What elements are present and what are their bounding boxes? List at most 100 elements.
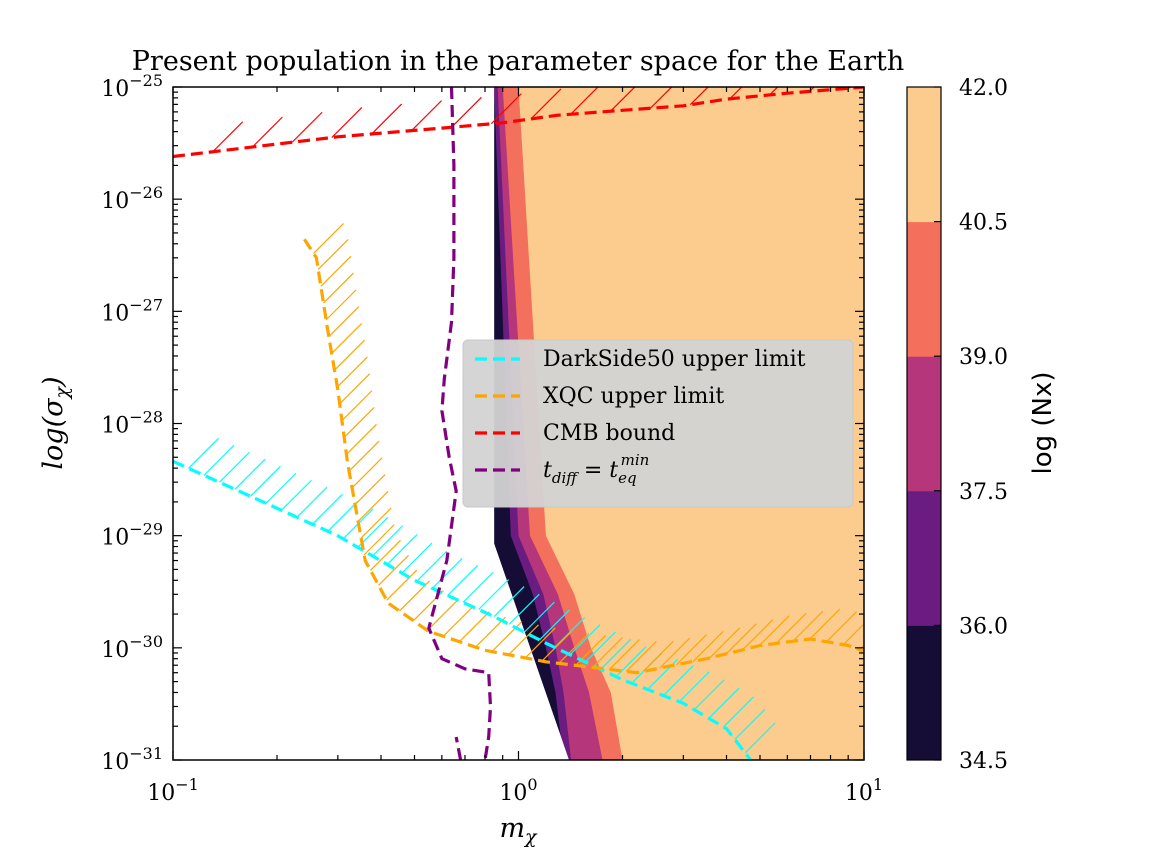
xqc-hatch (354, 474, 386, 505)
darkside-hatch (478, 579, 510, 610)
darkside-hatch (431, 557, 463, 589)
colorbar: 34.5 36.0 37.5 39.0 40.5 42.0 (906, 76, 1008, 774)
darkside-hatch (523, 601, 555, 633)
xqc-hatch (826, 611, 857, 643)
darkside-hatch (744, 722, 776, 754)
xqc-hatch (809, 608, 841, 640)
colorbar-segment (907, 625, 941, 761)
cmb-hatch (411, 100, 442, 132)
xqc-hatch (709, 627, 741, 659)
xqc-hatch (524, 627, 556, 659)
xqc-hatch (692, 630, 724, 662)
legend: DarkSide50 upper limit XQC upper limit CMB… (462, 339, 854, 508)
darkside-hatch (723, 696, 754, 728)
xqc-hatch (775, 612, 807, 644)
darkside-hatch (600, 638, 632, 670)
chart-title: Present population in the parameter spac… (132, 46, 904, 77)
xqc-hatch (323, 272, 354, 304)
darkside-hatch (386, 534, 418, 565)
colorbar-segment (907, 87, 941, 223)
legend-label: CMB bound (543, 421, 675, 446)
xqc-hatch (320, 255, 352, 287)
series-line-2 (173, 87, 864, 159)
darkside-hatch (327, 500, 359, 532)
x-tick-label: 101 (845, 775, 883, 806)
y-tick-label: 10−27 (101, 295, 163, 326)
xqc-hatch (758, 615, 790, 647)
cmb-hatch (212, 121, 244, 153)
darkside-hatch (662, 665, 694, 697)
xqc-hatch (842, 623, 864, 646)
darkside-hatch (188, 437, 219, 469)
empty-region (173, 87, 569, 760)
darkside-hatch (508, 593, 540, 625)
xqc-hatch (331, 322, 363, 354)
xqc-hatch (334, 339, 365, 371)
darkside-hatch (416, 550, 448, 582)
cmb-hatch (530, 88, 562, 120)
colorbar-tick-label: 34.5 (959, 749, 1008, 774)
xqc-hatch (508, 624, 539, 656)
series-line-3 (427, 87, 493, 760)
y-tick-label: 10−28 (101, 408, 163, 439)
xqc-hatch (642, 641, 674, 672)
xqc-hatch (336, 356, 368, 388)
colorbar-tick-label: 36.0 (959, 614, 1008, 639)
colorbar-segment (907, 221, 941, 357)
legend-label: tdiff = teqmin (543, 451, 649, 487)
xqc-hatch (742, 619, 774, 651)
cmb-hatch (331, 107, 363, 138)
darkside-hatch (554, 616, 586, 648)
axis-tick-labels: 10−1 100 101 10−25 10−26 10−27 10−28 10−29 10−30… (101, 71, 883, 806)
colorbar-tick-label: 37.5 (959, 480, 1008, 505)
darkside-hatch (372, 525, 403, 557)
x-tick-label: 100 (499, 775, 537, 806)
xqc-hatch (341, 390, 373, 422)
darkside-hatch (539, 609, 570, 641)
darkside-hatch (734, 709, 766, 740)
legend-label: DarkSide50 upper limit (543, 347, 806, 372)
xqc-hatch (609, 639, 640, 670)
series-line-1 (303, 238, 864, 675)
xqc-hatch (592, 637, 623, 668)
colorbar-segment (907, 490, 941, 626)
y-tick-label: 10−29 (101, 520, 163, 551)
xqc-hatch (363, 524, 395, 556)
series-line-4 (454, 736, 463, 760)
xqc-hatch (370, 539, 401, 571)
xqc-hatch (378, 554, 410, 586)
darkside-hatch (447, 564, 479, 596)
cmb-hatch (291, 111, 323, 143)
series-line-0 (173, 459, 752, 760)
xqc-hatch (541, 630, 573, 662)
axis-ticks (172, 86, 865, 761)
limit-curves (173, 87, 864, 760)
y-tick-label: 10−31 (101, 744, 163, 775)
y-tick-label: 10−26 (101, 183, 163, 214)
cmb-hatch (570, 87, 599, 115)
darkside-hatch (265, 472, 297, 504)
legend-box (462, 339, 854, 508)
darkside-hatch (296, 486, 328, 518)
xqc-hatch (725, 623, 757, 655)
y-tick-label: 10−25 (101, 71, 163, 102)
colorbar-tick-label: 40.5 (959, 211, 1008, 236)
darkside-hatch (250, 465, 281, 497)
cmb-hatch (451, 96, 482, 128)
darkside-hatch (584, 631, 616, 663)
x-axis-label: mχ (499, 813, 538, 848)
xqc-hatch (317, 239, 349, 270)
cmb-hatch (490, 93, 522, 125)
xqc-hatch (339, 373, 371, 405)
colorbar-frame (906, 86, 942, 761)
xqc-hatch (625, 641, 657, 672)
xqc-hatch (351, 457, 383, 489)
xqc-hatch (386, 569, 418, 601)
xqc-hatch (313, 223, 344, 254)
darkside-hatch (234, 458, 266, 490)
legend-label: XQC upper limit (543, 384, 724, 409)
darkside-hatch (219, 451, 250, 483)
xqc-hatch (360, 507, 392, 539)
xqc-hatch (676, 634, 707, 666)
xqc-hatch (343, 407, 375, 438)
